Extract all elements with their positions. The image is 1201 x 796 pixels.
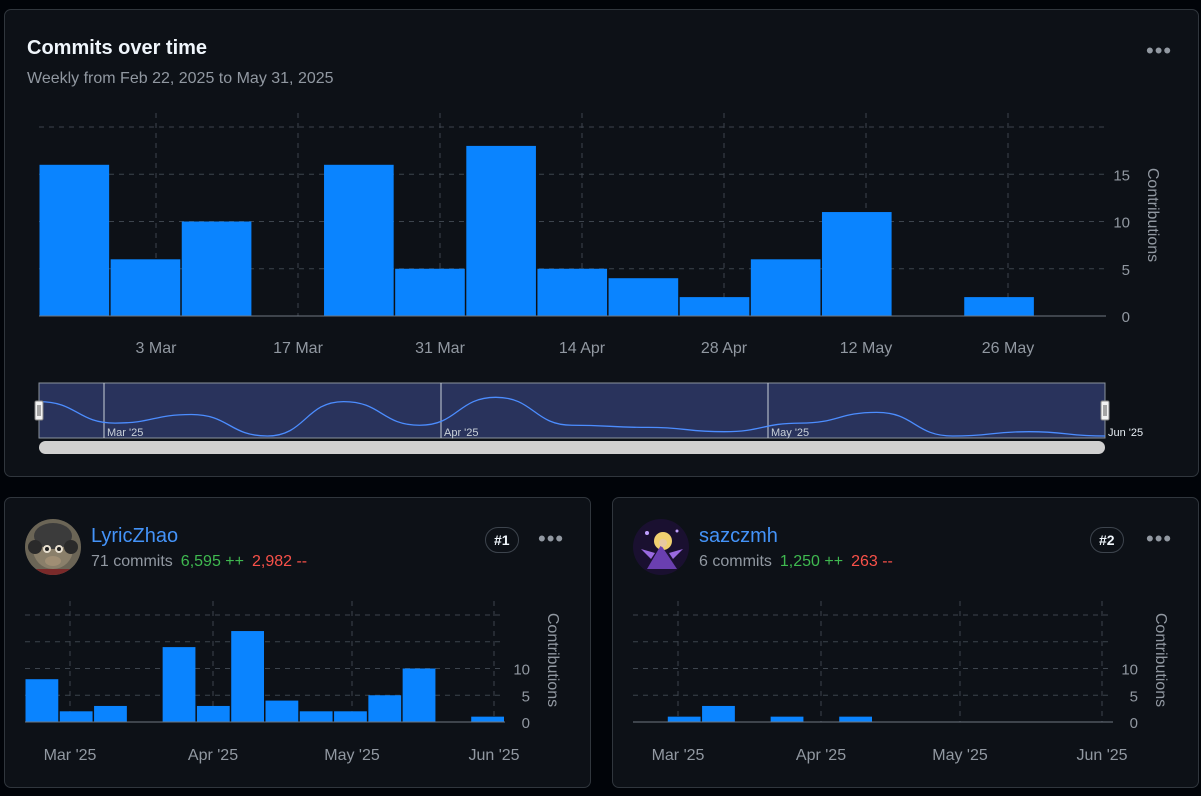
bar [265,700,299,722]
bar [466,145,536,316]
contributor-username[interactable]: LyricZhao [91,525,179,547]
contributor-card-1: LyricZhao 71 commits 6,595 ++ 2,982 -- #1 … [4,497,591,788]
contributor-card-2: sazczmh 6 commits 1,250 ++ 263 -- #2 ••• M… [612,497,1199,788]
navigator-series-line [38,396,1106,437]
x-tick-label: Apr '25 [188,747,238,764]
commit-count[interactable]: 71 commits [91,553,173,570]
bar [196,705,230,722]
deletions-count: 263 -- [851,553,893,570]
x-tick-label: May '25 [324,747,380,764]
navigator-range [38,382,1106,439]
y-tick-label: 5 [1130,688,1138,705]
x-tick-label: 14 Apr [559,340,606,357]
y-tick-label: 15 [1113,167,1130,184]
y-tick-label: 10 [513,662,530,679]
y-tick-label: 0 [1122,309,1130,326]
bar [59,711,93,722]
x-tick-label: May '25 [932,747,988,764]
x-tick-label: 12 May [840,340,892,357]
x-tick-label: 17 Mar [273,340,323,357]
bar [25,679,59,722]
y-axis-label: Contributions [1152,613,1169,707]
additions-count: 1,250 ++ [779,553,844,570]
x-tick-label: Jun '25 [1076,747,1127,764]
x-tick-label: 26 May [982,340,1034,357]
y-axis-label: Contributions [544,613,561,707]
contributor-1-chart: Mar '25 Apr '25 May '25 Jun '250 5 10 Contribu… [25,601,561,764]
rank-badge: #1 [485,527,519,553]
contributor-username[interactable]: sazczmh [699,525,778,547]
navigator-handle[interactable] [34,400,44,421]
bar [402,668,436,722]
x-tick-label: Apr '25 [796,747,846,764]
bar [702,705,735,722]
bar [770,716,804,722]
bar [537,268,608,316]
scrollbar-thumb[interactable] [39,441,1105,454]
y-tick-label: 5 [1122,262,1130,279]
y-tick-label: 0 [1130,715,1138,732]
bar [395,268,465,316]
contributor-stats: 6 commits 1,250 ++ 263 -- [699,553,893,571]
navigator-label: May '25 [771,427,809,439]
bar [162,647,196,722]
y-axis-label: Contributions [1144,168,1161,262]
commits-over-time-card: Commits over time Weekly from Feb 22, 20… [4,9,1199,477]
navigator-label: Apr '25 [444,427,479,439]
x-tick-label: 31 Mar [415,340,465,357]
navigator-handle[interactable] [1100,400,1110,421]
contributor-2-chart: Mar '25 Apr '25 May '25 Jun '250 5 10 Contribu… [633,601,1169,764]
deletions-count: 2,982 -- [251,553,308,570]
x-tick-label: 3 Mar [136,340,178,357]
bar [750,259,821,316]
navigator-label: Mar '25 [107,427,143,439]
contributor-stats: 71 commits 6,595 ++ 2,982 -- [91,553,307,571]
y-tick-label: 10 [1121,662,1138,679]
main-chart: 3 Mar 17 Mar 31 Mar 14 Apr 28 Apr 12 May 26 Ma… [34,113,1161,454]
bar [368,695,402,722]
navigator-label: Jun '25 [1108,427,1143,439]
bar [299,711,333,722]
x-tick-label: 28 Apr [701,340,748,357]
bar [471,716,504,722]
chart-subtitle: Weekly from Feb 22, 2025 to May 31, 2025 [27,70,334,87]
bar [839,716,872,722]
commit-count[interactable]: 6 commits [699,553,772,570]
bar [231,631,264,722]
bar [110,259,181,316]
bar [334,711,367,722]
y-tick-label: 5 [522,688,530,705]
bar [608,278,679,316]
additions-count: 6,595 ++ [180,553,244,570]
bar [181,221,252,316]
x-tick-label: Mar '25 [44,747,97,764]
rank-badge: #2 [1090,527,1124,553]
bar [964,297,1034,316]
bar [324,164,394,316]
x-tick-label: Jun '25 [468,747,519,764]
bar [94,705,127,722]
chart-title: Commits over time [27,37,208,59]
bar [667,716,701,722]
x-tick-label: Mar '25 [652,747,705,764]
bar [821,212,892,316]
bar [39,164,110,316]
avatar[interactable] [25,519,81,575]
y-tick-label: 0 [522,715,530,732]
bar [679,297,750,316]
avatar[interactable] [633,519,689,575]
y-tick-label: 10 [1113,215,1130,232]
